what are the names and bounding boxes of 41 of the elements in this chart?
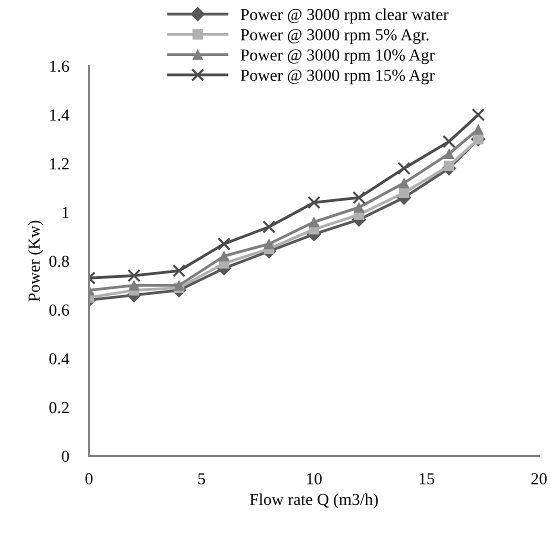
point bbox=[218, 250, 230, 262]
point bbox=[174, 280, 184, 291]
point bbox=[444, 160, 454, 172]
y-tick-label: 0 bbox=[62, 450, 69, 462]
point bbox=[264, 238, 274, 250]
point bbox=[127, 269, 141, 282]
y-axis-title: Power (Kw) bbox=[28, 220, 44, 302]
y-tick-label: 1.6 bbox=[50, 60, 70, 72]
point bbox=[397, 162, 411, 175]
point bbox=[352, 191, 366, 204]
point bbox=[444, 148, 454, 159]
y-tick-label: 1 bbox=[62, 207, 69, 218]
x-tick-label: 10 bbox=[307, 473, 322, 484]
legend-label: Power @ 3000 rpm 10% Agr bbox=[240, 49, 435, 64]
x-tick-label: 15 bbox=[420, 473, 434, 484]
x-tick-label: 5 bbox=[198, 473, 206, 484]
y-tick-label: 1.4 bbox=[50, 110, 70, 121]
point bbox=[217, 237, 231, 251]
point bbox=[307, 196, 321, 210]
y-tick-label: 0.6 bbox=[49, 304, 70, 316]
legend-label: Power @ 3000 rpm clear water bbox=[240, 8, 448, 24]
y-tick-label: 0.8 bbox=[49, 256, 69, 268]
point bbox=[128, 280, 140, 291]
x-tick-label: 20 bbox=[531, 473, 547, 484]
point bbox=[442, 134, 456, 148]
y-tick-label: 0.4 bbox=[49, 353, 70, 365]
y-tick-label: 0.2 bbox=[49, 402, 69, 414]
point bbox=[472, 108, 485, 122]
point bbox=[262, 220, 276, 234]
point bbox=[473, 134, 484, 144]
point bbox=[354, 202, 364, 213]
point bbox=[172, 264, 186, 278]
point bbox=[473, 124, 484, 135]
x-tick-label: 0 bbox=[85, 473, 93, 484]
point bbox=[308, 216, 320, 228]
legend-label: Power @ 3000 rpm 15% Agr bbox=[240, 70, 435, 84]
point bbox=[398, 188, 410, 198]
point bbox=[398, 178, 410, 188]
legend-label: Power @ 3000 rpm 5% Agr. bbox=[240, 29, 429, 44]
x-axis-title: Flow rate Q (m3/h) bbox=[250, 493, 378, 508]
y-tick-label: 1.2 bbox=[50, 158, 69, 170]
